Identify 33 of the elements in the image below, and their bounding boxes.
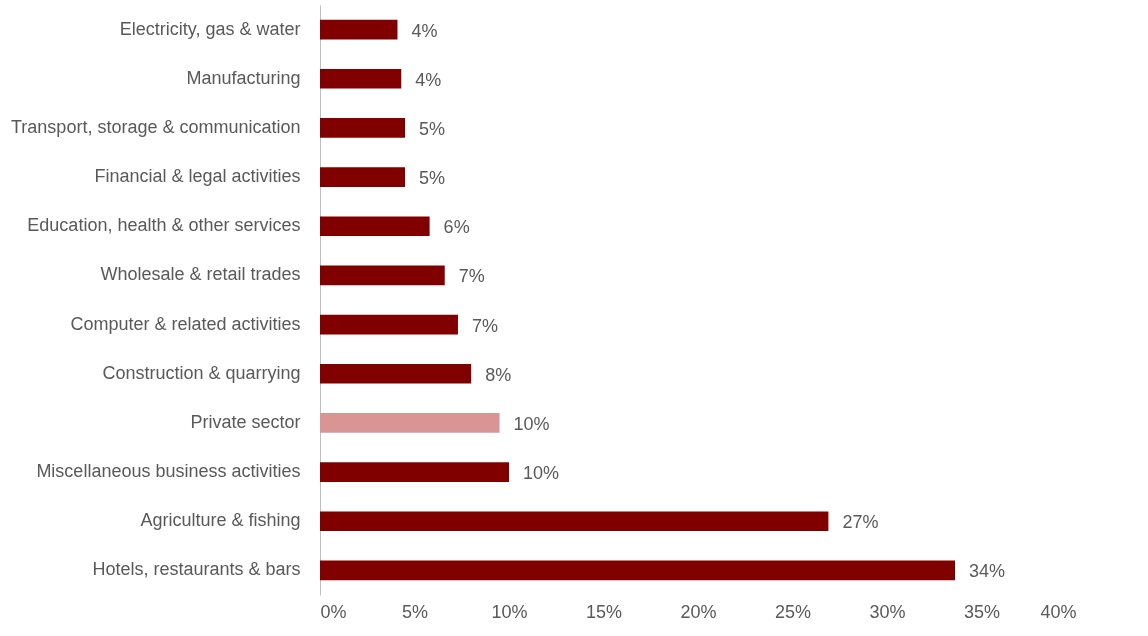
- y-tick-label: Private sector: [190, 411, 301, 432]
- y-tick-label: Education, health & other services: [27, 215, 301, 236]
- data-label: 5%: [419, 168, 446, 189]
- x-tick-label: 0%: [320, 601, 347, 622]
- y-tick-label: Electricity, gas & water: [119, 18, 301, 39]
- data-label: 27%: [842, 512, 879, 533]
- data-label: 10%: [523, 463, 560, 484]
- x-tick-label: 35%: [963, 601, 1001, 622]
- y-tick-label: Manufacturing: [186, 67, 301, 88]
- data-label: 8%: [485, 364, 512, 385]
- x-tick-label: 25%: [774, 601, 812, 622]
- y-tick-label: Wholesale & retail trades: [100, 264, 301, 285]
- data-label: 7%: [458, 266, 485, 287]
- x-tick-label: 5%: [401, 601, 429, 622]
- y-tick-label: Miscellaneous business activities: [36, 461, 301, 482]
- data-label: 6%: [443, 217, 470, 238]
- x-tick-label: 40%: [1040, 601, 1077, 622]
- data-label: 4%: [411, 20, 438, 41]
- y-tick-label: Hotels, restaurants & bars: [92, 559, 301, 580]
- data-label: 10%: [513, 413, 550, 434]
- y-tick-label: Financial & legal activities: [94, 166, 301, 187]
- x-tick-label: 30%: [869, 601, 906, 622]
- data-label: 5%: [419, 118, 446, 139]
- y-tick-label: Agriculture & fishing: [140, 510, 301, 531]
- x-tick-label: 15%: [585, 601, 623, 622]
- data-label: 7%: [471, 315, 498, 336]
- y-tick-label: Computer & related activities: [70, 313, 301, 334]
- data-label: 34%: [969, 561, 1006, 582]
- x-tick-label: 20%: [680, 601, 717, 622]
- data-label: 4%: [415, 69, 442, 90]
- x-tick-label: 10%: [491, 601, 528, 622]
- y-tick-label: Transport, storage & communication: [11, 116, 301, 137]
- y-tick-label: Construction & quarrying: [102, 362, 301, 383]
